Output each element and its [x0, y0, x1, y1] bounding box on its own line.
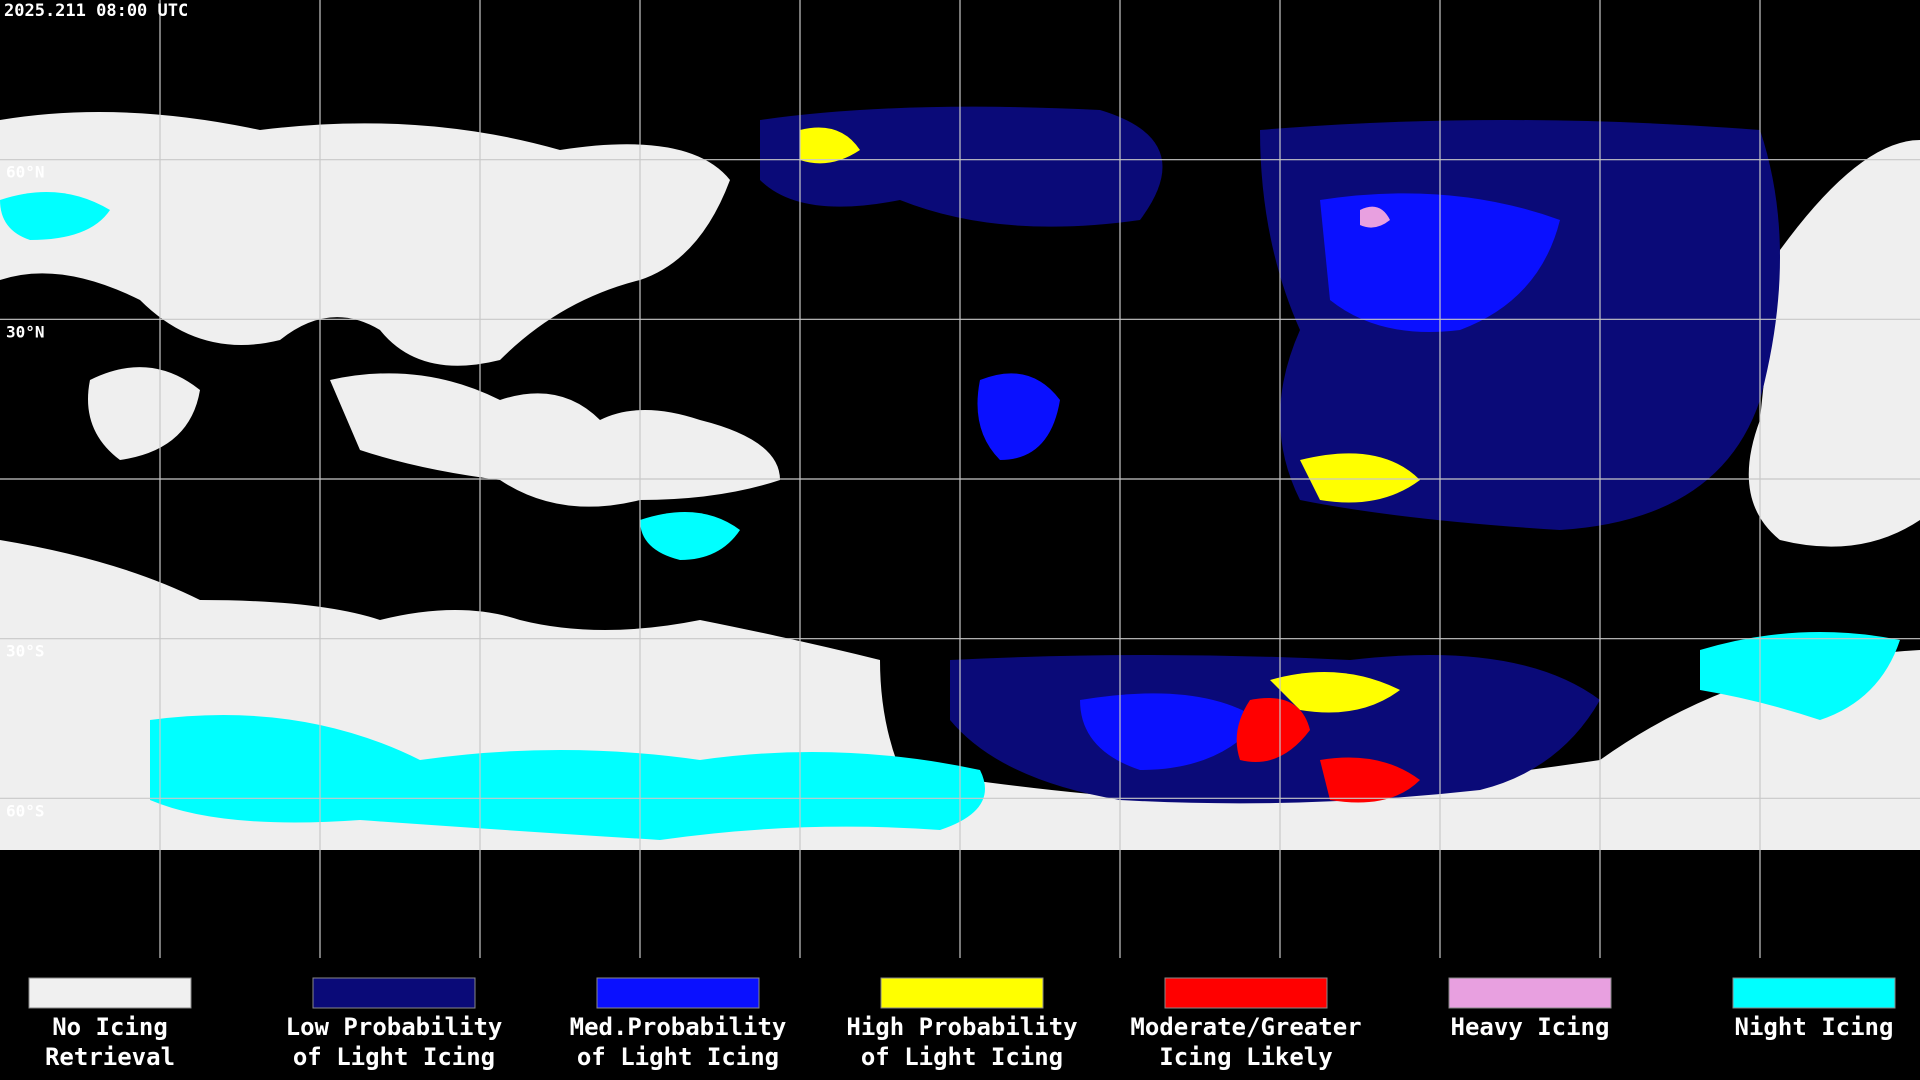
- legend-label: No Icing: [52, 1013, 168, 1041]
- cloud-white: [88, 367, 200, 460]
- legend-swatch: [28, 977, 192, 1009]
- graticule: [0, 0, 1920, 958]
- legend-label: Med.Probability: [570, 1013, 787, 1041]
- cloud-blue: [977, 373, 1060, 460]
- legend-label: High Probability: [846, 1013, 1077, 1041]
- cloud-yellow: [1300, 453, 1420, 503]
- cloud-white: [330, 373, 780, 507]
- legend-swatch: [1732, 977, 1896, 1009]
- map-labels: 2025.211 08:00 UTC 60°N 30°N 30°S 60°S: [4, 1, 188, 820]
- legend-swatch: [1164, 977, 1328, 1009]
- cloud-pink: [1360, 206, 1390, 228]
- legend-label: Low Probability: [286, 1013, 503, 1041]
- legend-swatch: [1448, 977, 1612, 1009]
- legend-label: of Light Icing: [861, 1043, 1063, 1071]
- legend-swatch: [312, 977, 476, 1009]
- legend-label: Retrieval: [45, 1043, 175, 1071]
- cloud-red: [1320, 757, 1420, 803]
- latitude-label: 30°S: [6, 642, 45, 661]
- cloud-blue: [1080, 693, 1260, 770]
- legend-swatch: [880, 977, 1044, 1009]
- latitude-label: 60°S: [6, 801, 45, 820]
- cloud-yellow: [1270, 672, 1400, 713]
- latitude-label: 30°N: [6, 322, 45, 341]
- cloud-white: [0, 112, 730, 366]
- legend-label: of Light Icing: [577, 1043, 779, 1071]
- timestamp: 2025.211 08:00 UTC: [4, 1, 188, 21]
- legend-label: Night Icing: [1735, 1013, 1894, 1041]
- cloud-cyan: [640, 512, 740, 560]
- cloud-cyan: [1700, 632, 1900, 720]
- cloud-cyan: [150, 715, 985, 840]
- cloud-navy: [760, 106, 1163, 227]
- cloud-cyan: [0, 192, 110, 240]
- legend-label: Icing Likely: [1159, 1043, 1332, 1071]
- legend-label: of Light Icing: [293, 1043, 495, 1071]
- cloud-red: [1236, 698, 1310, 762]
- legend-label: Heavy Icing: [1451, 1013, 1610, 1041]
- cloud-white: [1748, 140, 1920, 547]
- legend-label: Moderate/Greater: [1130, 1013, 1361, 1041]
- legend-swatch: [596, 977, 760, 1009]
- cloud-yellow: [800, 127, 860, 164]
- latitude-label: 60°N: [6, 163, 45, 182]
